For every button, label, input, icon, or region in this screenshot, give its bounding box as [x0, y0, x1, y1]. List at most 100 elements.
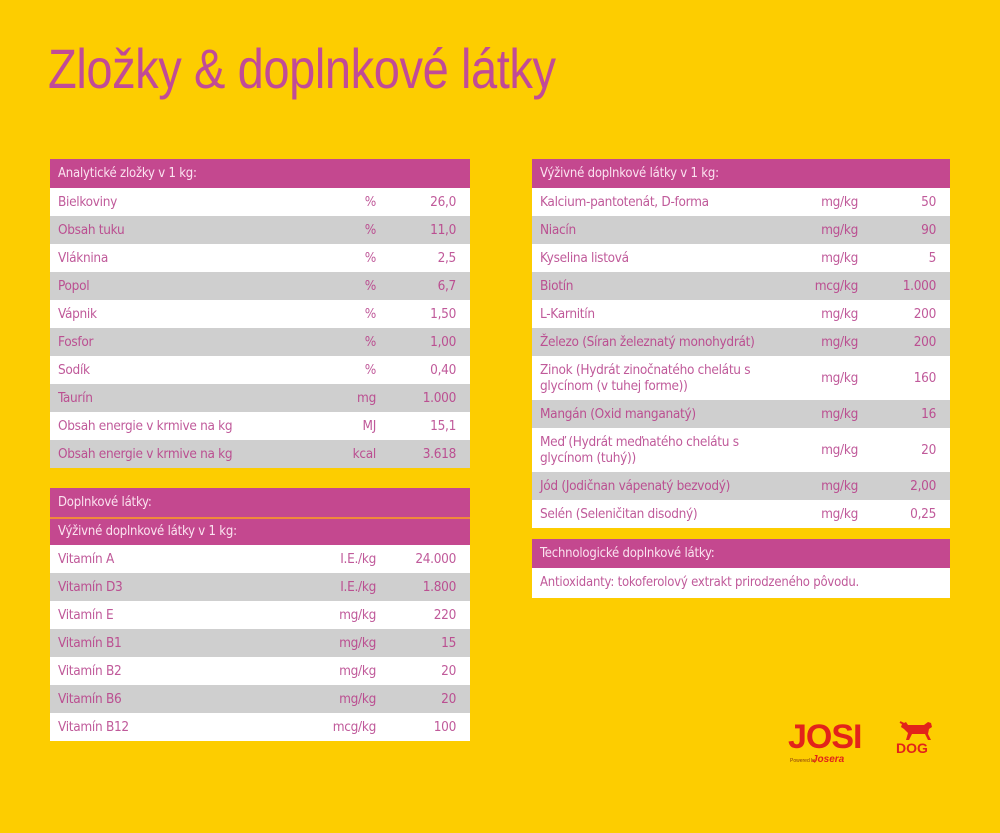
row-unit: %	[364, 334, 377, 350]
row-value: 2,5	[437, 250, 457, 266]
row-unit: mg/kg	[821, 370, 858, 386]
table-row: Vápnik% 1,50	[50, 300, 470, 328]
row-value: 5	[928, 250, 937, 266]
table-row: Zinok (Hydrát zinočnatého chelátu s glyc…	[532, 356, 950, 400]
row-value: 20	[441, 663, 456, 679]
row-value: 2,00	[910, 478, 936, 494]
table-row: Kyselina listová mg/kg 5	[532, 244, 950, 272]
row-value: 100	[433, 719, 457, 735]
row-unit: %	[364, 194, 377, 210]
row-name: Vápnik	[58, 306, 97, 322]
row-name: Kalcium-pantotenát, D-forma	[540, 194, 709, 210]
row-value: 15,1	[430, 418, 456, 434]
table-row: Vitamín D3 I.E./kg 1.800	[50, 573, 470, 601]
row-unit: %	[364, 222, 377, 238]
row-unit: mg/kg	[821, 506, 858, 522]
table-row: Fosfor% 1,00	[50, 328, 470, 356]
row-unit: %	[364, 362, 377, 378]
row-value: 200	[913, 334, 937, 350]
technological-table: Technologické doplnkové látky: Antioxida…	[532, 539, 950, 598]
table-row: L-Karnitín mg/kg 200	[532, 300, 950, 328]
row-value: 16	[921, 406, 936, 422]
row-value: 50	[921, 194, 936, 210]
row-value: 0,40	[430, 362, 456, 378]
row-name: Biotín	[540, 278, 574, 294]
table-row: Biotín mcg/kg 1.000	[532, 272, 950, 300]
row-name: Popol	[58, 278, 90, 294]
additives-header: Doplnkové látky:	[50, 488, 470, 517]
row-name: Vitamín B12	[58, 719, 129, 735]
row-unit: mcg/kg	[332, 719, 377, 735]
josi-dog-logo: JOSI DOG Powered by Josera	[788, 718, 948, 770]
row-unit: mg/kg	[821, 222, 858, 238]
row-name: Selén (Seleničitan disodný)	[540, 506, 698, 522]
additives-subheader: Výživné doplnkové látky v 1 kg:	[50, 517, 470, 545]
row-unit: mg/kg	[339, 607, 376, 623]
row-unit: mg/kg	[339, 691, 376, 707]
left-column: Analytické zložky v 1 kg: Bielkoviny% 26,…	[50, 159, 470, 741]
row-value: 0,25	[910, 506, 936, 522]
row-unit: mg/kg	[821, 194, 858, 210]
row-name: Bielkoviny	[58, 194, 117, 210]
table-row: Vitamín B12 mcg/kg 100	[50, 713, 470, 741]
nutritional-header: Výživné doplnkové látky v 1 kg:	[532, 159, 950, 188]
row-value: 220	[433, 607, 457, 623]
row-value: 1.800	[422, 579, 457, 595]
row-name: Mangán (Oxid manganatý)	[540, 406, 696, 422]
row-name: Jód (Jodičnan vápenatý bezvodý)	[540, 478, 731, 494]
row-name: Taurín	[58, 390, 93, 406]
table-row: Selén (Seleničitan disodný) mg/kg 0,25	[532, 500, 950, 528]
row-unit: mg/kg	[339, 663, 376, 679]
row-unit: I.E./kg	[340, 579, 376, 595]
row-unit: mg/kg	[821, 478, 858, 494]
row-name: Sodík	[58, 362, 90, 378]
row-value: 6,7	[437, 278, 457, 294]
row-name: Vitamín D3	[58, 579, 123, 595]
row-unit: mg/kg	[821, 334, 858, 350]
row-value: 26,0	[430, 194, 456, 210]
row-value: 1,50	[430, 306, 456, 322]
table-row: Taurín mg 1.000	[50, 384, 470, 412]
row-value: 15	[441, 635, 456, 651]
logo-sub: DOG	[896, 740, 928, 756]
right-column: Výživné doplnkové látky v 1 kg: Kalcium-…	[532, 159, 950, 598]
row-unit: %	[364, 306, 377, 322]
row-name: L-Karnitín	[540, 306, 595, 322]
dog-icon	[899, 721, 932, 740]
row-value: 3.618	[422, 446, 457, 462]
table-row: Kalcium-pantotenát, D-forma mg/kg 50	[532, 188, 950, 216]
table-row: Jód (Jodičnan vápenatý bezvodý) mg/kg 2,00	[532, 472, 950, 500]
row-name: Niacín	[540, 222, 576, 238]
row-value: 200	[913, 306, 937, 322]
row-name: Obsah tuku	[58, 222, 125, 238]
table-row: Vláknina% 2,5	[50, 244, 470, 272]
nutritional-table: Výživné doplnkové látky v 1 kg: Kalcium-…	[532, 159, 950, 528]
row-name: Meď (Hydrát meďnatého chelátu s glycínom…	[540, 434, 739, 466]
row-value: 20	[921, 442, 936, 458]
logo-parent: Josera	[812, 754, 845, 765]
row-name: Vitamín E	[58, 607, 114, 623]
table-row: Vitamín B1 mg/kg 15	[50, 629, 470, 657]
row-unit: mg	[357, 390, 376, 406]
row-unit: mg/kg	[821, 250, 858, 266]
table-row: Meď (Hydrát meďnatého chelátu s glycínom…	[532, 428, 950, 472]
row-unit: mcg/kg	[814, 278, 859, 294]
row-value: 20	[441, 691, 456, 707]
row-name: Vitamín B6	[58, 691, 122, 707]
row-unit: I.E./kg	[340, 551, 376, 567]
table-row: Obsah energie v krmive na kg kcal 3.618	[50, 440, 470, 468]
row-name: Obsah energie v krmive na kg	[58, 446, 233, 462]
row-name: Železo (Síran železnatý monohydrát)	[540, 334, 755, 350]
row-value: 1.000	[902, 278, 937, 294]
row-value: 11,0	[430, 222, 456, 238]
row-unit: mg/kg	[339, 635, 376, 651]
row-name: Vláknina	[58, 250, 108, 266]
row-value: 90	[921, 222, 936, 238]
row-name: Zinok (Hydrát zinočnatého chelátu s glyc…	[540, 362, 751, 394]
row-name: Obsah energie v krmive na kg	[58, 418, 233, 434]
row-name: Vitamín B1	[58, 635, 122, 651]
table-row: Sodík% 0,40	[50, 356, 470, 384]
table-row: Železo (Síran železnatý monohydrát) mg/kg…	[532, 328, 950, 356]
row-value: 24.000	[415, 551, 456, 567]
row-unit: kcal	[352, 446, 377, 462]
